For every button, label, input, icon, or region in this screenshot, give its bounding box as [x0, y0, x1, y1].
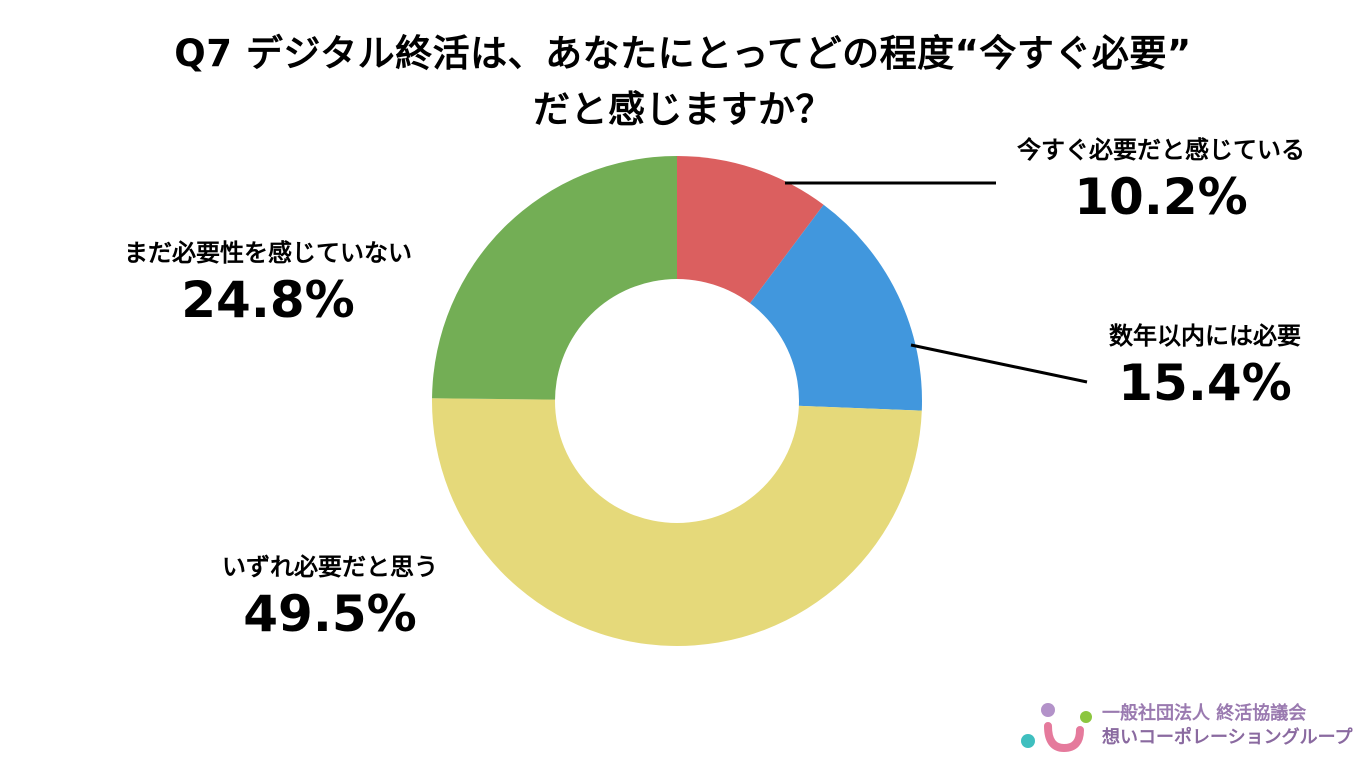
donut-hole — [555, 279, 799, 523]
organization-name: 一般社団法人 終活協議会 想いコーポレーショングループ — [1102, 702, 1353, 750]
leader-lines — [785, 181, 1088, 384]
slice-value-eventually: 49.5% — [243, 585, 417, 643]
slice-value-within-years: 15.4% — [1118, 354, 1292, 412]
slice-value-now-needed: 10.2% — [1074, 168, 1248, 226]
slice-name-not-yet: まだ必要性を感じていない — [124, 239, 412, 267]
chart-title-line-1: Q7 デジタル終活は、あなたにとってどの程度“今すぐ必要” — [174, 32, 1192, 75]
slice-label-not-yet: まだ必要性を感じていない 24.8% — [78, 237, 458, 331]
slice-label-within-years: 数年以内には必要 15.4% — [1060, 320, 1350, 414]
chart-title: Q7 デジタル終活は、あなたにとってどの程度“今すぐ必要” だと感じますか？ — [0, 26, 1366, 138]
organization-logo-icon — [1021, 703, 1092, 753]
organization-credit: 一般社団法人 終活協議会 想いコーポレーショングループ — [1018, 698, 1358, 756]
slice-name-eventually: いずれ必要だと思う — [222, 553, 438, 581]
organization-name-line-2: 想いコーポレーショングループ — [1102, 727, 1353, 748]
slice-name-now-needed: 今すぐ必要だと感じている — [1017, 136, 1305, 164]
leader-line-within-years — [910, 343, 1088, 384]
slice-label-eventually: いずれ必要だと思う 49.5% — [150, 551, 510, 645]
organization-name-line-1: 一般社団法人 終活協議会 — [1102, 703, 1307, 724]
slice-label-now-needed: 今すぐ必要だと感じている 10.2% — [976, 134, 1346, 228]
slice-name-within-years: 数年以内には必要 — [1109, 322, 1301, 350]
chart-title-line-2: だと感じますか？ — [533, 88, 833, 131]
slice-value-not-yet: 24.8% — [181, 271, 355, 329]
